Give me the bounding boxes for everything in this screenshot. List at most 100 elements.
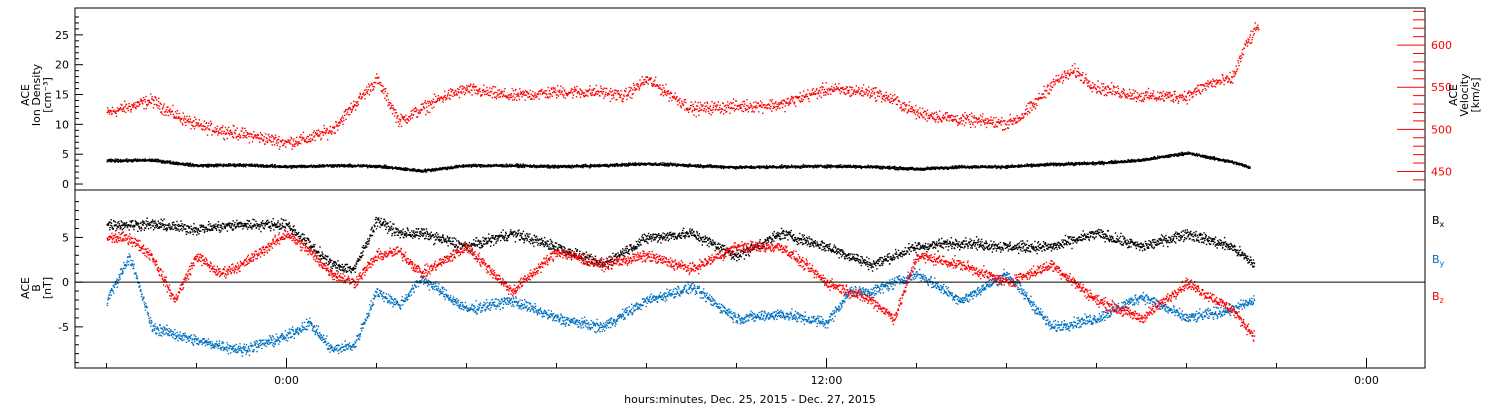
velocity-point [772, 105, 775, 108]
velocity-point [1189, 94, 1191, 97]
velocity-point [1257, 24, 1259, 26]
velocity-point [990, 116, 992, 118]
velocity-point [534, 94, 536, 96]
velocity-point [1198, 89, 1200, 91]
velocity-point [1133, 96, 1136, 99]
velocity-point [808, 100, 810, 103]
velocity-point [786, 102, 789, 104]
velocity-point [449, 88, 452, 90]
velocity-point [829, 89, 831, 92]
velocity-point [943, 118, 945, 120]
velocity-point [723, 105, 726, 107]
ion-density-point [242, 164, 244, 166]
velocity-point [276, 144, 278, 147]
velocity-point [255, 134, 258, 137]
velocity-point [725, 107, 728, 109]
velocity-point [559, 89, 561, 91]
velocity-point [1024, 113, 1026, 115]
velocity-point [1227, 81, 1229, 83]
velocity-point [396, 115, 399, 118]
velocity-point [342, 117, 345, 119]
ion-density-point [401, 167, 403, 169]
velocity-point [311, 134, 313, 136]
velocity-point [639, 79, 641, 81]
velocity-point [338, 122, 340, 124]
velocity-point [354, 104, 356, 106]
velocity-point [285, 141, 287, 144]
velocity-point [1029, 112, 1031, 114]
velocity-point [880, 93, 882, 95]
velocity-point [1082, 72, 1084, 74]
velocity-point [928, 115, 930, 117]
velocity-point [889, 101, 891, 103]
velocity-point [277, 138, 280, 141]
velocity-point [295, 140, 297, 142]
velocity-point [318, 134, 320, 136]
velocity-point [738, 105, 741, 107]
velocity-point [645, 76, 647, 78]
ion-density-point [136, 158, 139, 160]
velocity-point [150, 93, 152, 95]
ion-density-point [455, 166, 457, 168]
velocity-point [784, 105, 786, 107]
ion-density-point [192, 165, 194, 167]
velocity-point [562, 87, 564, 89]
velocity-point [157, 100, 160, 103]
velocity-point [268, 138, 270, 141]
velocity-point [626, 95, 629, 97]
velocity-point [421, 108, 423, 111]
velocity-point [187, 120, 189, 123]
velocity-point [261, 134, 264, 136]
velocity-point [361, 96, 363, 98]
velocity-point [709, 105, 711, 107]
ion-density-point [398, 168, 400, 170]
velocity-point [112, 110, 114, 112]
velocity-point [651, 82, 653, 85]
ion-density-point [330, 165, 333, 167]
velocity-point [185, 124, 187, 127]
velocity-point [1118, 92, 1120, 95]
velocity-point [1201, 90, 1203, 92]
velocity-point [1207, 86, 1210, 88]
velocity-point [259, 138, 261, 140]
velocity-point [1050, 85, 1052, 87]
velocity-point [853, 89, 856, 91]
velocity-point [158, 97, 160, 100]
ion-density-point [205, 164, 207, 166]
velocity-point [372, 89, 374, 91]
velocity-point [218, 132, 220, 134]
velocity-point [1168, 93, 1170, 95]
ion-density-point [388, 167, 390, 169]
velocity-point [144, 99, 146, 101]
velocity-point [290, 136, 292, 139]
ion-density-point [376, 164, 378, 167]
velocity-point [1232, 70, 1234, 72]
velocity-point [530, 93, 532, 95]
velocity-point [564, 90, 566, 92]
velocity-point [1241, 57, 1243, 59]
velocity-point [228, 132, 230, 135]
velocity-point [1033, 102, 1035, 104]
velocity-point [1162, 98, 1164, 100]
velocity-point [619, 94, 621, 97]
velocity-point [968, 121, 971, 123]
ion-density-point [235, 165, 237, 167]
velocity-point [188, 115, 191, 118]
velocity-point [324, 132, 326, 134]
velocity-point [448, 89, 450, 92]
velocity-point [130, 111, 132, 113]
velocity-point [119, 108, 121, 111]
ion-density-point [455, 164, 458, 167]
velocity-point [1131, 93, 1133, 95]
velocity-point [840, 91, 843, 93]
velocity-point [925, 114, 927, 116]
velocity-point [239, 137, 241, 139]
velocity-point [1250, 41, 1253, 44]
ion-density-point [156, 158, 159, 161]
velocity-point [560, 85, 562, 87]
velocity-point [419, 111, 422, 114]
velocity-point [223, 139, 226, 141]
velocity-point [930, 115, 933, 117]
ion-density-point [442, 168, 445, 170]
ion-density-point [310, 164, 312, 166]
